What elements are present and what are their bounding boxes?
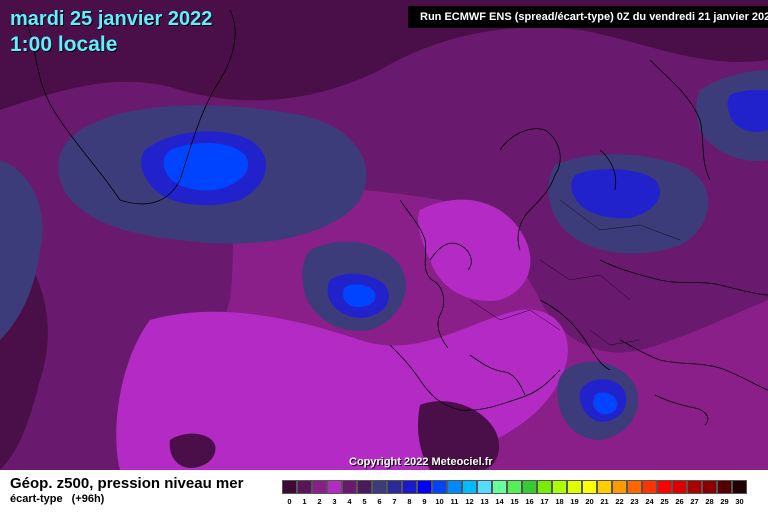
legend-swatch [507, 480, 522, 494]
field-navy-west [0, 160, 43, 340]
parameter-subtitle: écart-type (+96h) [10, 493, 110, 505]
legend-tick-label: 8 [407, 497, 412, 506]
legend-swatch [327, 480, 342, 494]
legend-swatch [372, 480, 387, 494]
color-scale-legend: 0 1 2 3 4 5 6 7 8 9 10 11 12 13 14 15 16 17 18 19 20 21 22 23 24… [282, 480, 752, 512]
legend-tick-label: 11 [450, 497, 459, 506]
legend-swatch [537, 480, 552, 494]
legend-swatch [492, 480, 507, 494]
legend-tick-label: 20 [585, 497, 594, 506]
legend-swatch [477, 480, 492, 494]
field-brightblue-atlantic [342, 284, 376, 308]
legend-swatch [402, 480, 417, 494]
legend-swatch [417, 480, 432, 494]
forecast-date: mardi 25 janvier 2022 [10, 8, 213, 30]
legend-tick-label: 4 [347, 497, 352, 506]
legend-tick-label: 27 [690, 497, 699, 506]
spread-map-svg [0, 0, 768, 470]
legend-tick-label: 21 [600, 497, 609, 506]
legend-swatch [552, 480, 567, 494]
legend-swatch [597, 480, 612, 494]
legend-tick-label: 18 [555, 497, 564, 506]
legend-tick-label: 24 [645, 497, 654, 506]
legend-swatch [387, 480, 402, 494]
legend-tick-label: 22 [615, 497, 624, 506]
parameter-title: Géop. z500, pression niveau mer [10, 475, 244, 492]
legend-tick-label: 2 [317, 497, 322, 506]
legend-swatch [732, 480, 747, 494]
field-dark-blob-sw [169, 433, 216, 468]
legend-tick-label: 1 [302, 497, 307, 506]
map-footer: Géop. z500, pression niveau mer écart-ty… [0, 470, 768, 512]
legend-swatch [717, 480, 732, 494]
legend-swatch [447, 480, 462, 494]
coastlines [19, 9, 768, 426]
legend-swatch [522, 480, 537, 494]
legend-tick-label: 30 [735, 497, 744, 506]
legend-swatch [657, 480, 672, 494]
field-brightblue-balkan [593, 392, 618, 415]
legend-tick-label: 3 [332, 497, 337, 506]
country-borders [469, 199, 681, 346]
legend-tick-label: 10 [435, 497, 444, 506]
legend-swatch [567, 480, 582, 494]
run-info-banner: Run ECMWF ENS (spread/écart-type) 0Z du … [408, 6, 768, 28]
legend-swatch [612, 480, 627, 494]
legend-tick-label: 19 [570, 497, 579, 506]
legend-swatch [702, 480, 717, 494]
legend-tick-label: 25 [660, 497, 669, 506]
legend-swatch [582, 480, 597, 494]
legend-tick-label: 28 [705, 497, 714, 506]
forecast-time: 1:00 locale [10, 33, 118, 56]
legend-tick-label: 29 [720, 497, 729, 506]
legend-tick-label: 12 [465, 497, 474, 506]
weather-map: mardi 25 janvier 2022 1:00 locale Run EC… [0, 0, 768, 470]
field-dark-blob-south [418, 401, 500, 470]
legend-swatch [342, 480, 357, 494]
legend-swatch [687, 480, 702, 494]
legend-swatch [462, 480, 477, 494]
legend-tick-label: 13 [480, 497, 489, 506]
field-blue-scandinavia [571, 168, 661, 219]
legend-tick-label: 7 [392, 497, 397, 506]
legend-tick-label: 14 [495, 497, 504, 506]
legend-tick-label: 17 [540, 497, 549, 506]
field-blue-russia [727, 89, 768, 132]
stat-label: écart-type [10, 493, 63, 505]
legend-swatch [297, 480, 312, 494]
copyright-text: Copyright 2022 Meteociel.fr [349, 456, 493, 468]
legend-swatch [432, 480, 447, 494]
lead-time: (+96h) [71, 493, 105, 505]
legend-tick-label: 0 [287, 497, 292, 506]
legend-tick-label: 26 [675, 497, 684, 506]
legend-tick-label: 15 [510, 497, 519, 506]
legend-tick-label: 16 [525, 497, 534, 506]
legend-swatch [642, 480, 657, 494]
legend-swatch [312, 480, 327, 494]
legend-tick-label: 23 [630, 497, 639, 506]
legend-swatch [672, 480, 687, 494]
field-high-europe [418, 199, 531, 301]
legend-swatch [357, 480, 372, 494]
legend-tick-label: 6 [377, 497, 382, 506]
legend-tick-label: 9 [422, 497, 427, 506]
field-brightblue-greenland [163, 143, 249, 191]
legend-swatch [282, 480, 297, 494]
legend-swatch [627, 480, 642, 494]
legend-tick-label: 5 [362, 497, 367, 506]
